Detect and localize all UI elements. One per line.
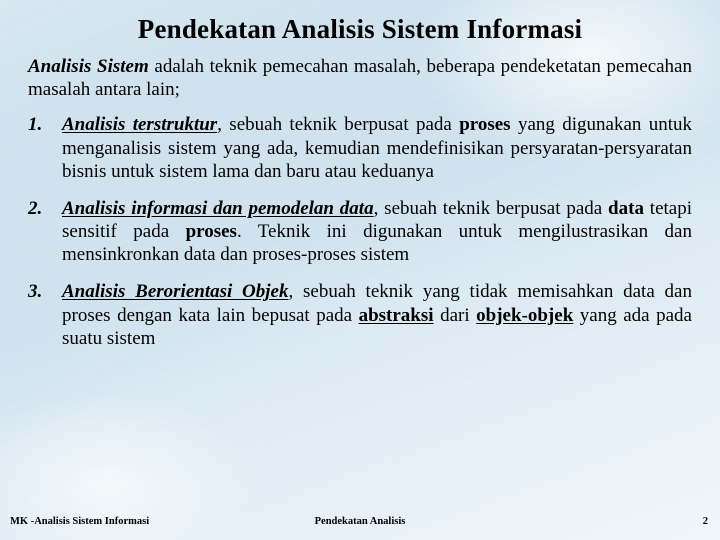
item-head: Analisis informasi dan pemodelan data (62, 198, 374, 219)
item-bold-underline: objek-objek (476, 305, 573, 326)
page-title: Pendekatan Analisis Sistem Informasi (28, 14, 692, 45)
footer-center: Pendekatan Analisis (0, 516, 720, 527)
list-item: 2. Analisis informasi dan pemodelan data… (28, 197, 692, 267)
footer: MK -Analisis Sistem Informasi Pendekatan… (0, 516, 720, 532)
item-number: 2. (28, 197, 42, 220)
item-head: Analisis Berorientasi Objek (62, 281, 288, 302)
item-head: Analisis terstruktur (62, 114, 217, 135)
intro-paragraph: Analisis Sistem adalah teknik pemecahan … (28, 55, 692, 101)
item-bold: proses (459, 114, 510, 135)
slide: Pendekatan Analisis Sistem Informasi Ana… (0, 0, 720, 540)
item-text: , sebuah teknik berpusat pada (217, 114, 459, 135)
item-number: 1. (28, 113, 42, 136)
footer-right: 2 (703, 516, 708, 527)
item-bold: data (608, 198, 644, 219)
intro-lead: Analisis Sistem (28, 56, 149, 77)
item-bold-underline: abstraksi (359, 305, 434, 326)
items-list: 1. Analisis terstruktur, sebuah teknik b… (28, 113, 692, 350)
item-number: 3. (28, 280, 42, 303)
list-item: 1. Analisis terstruktur, sebuah teknik b… (28, 113, 692, 183)
list-item: 3. Analisis Berorientasi Objek, sebuah t… (28, 280, 692, 350)
item-bold: proses (186, 221, 237, 242)
item-text: , sebuah teknik berpusat pada (374, 198, 608, 219)
item-text: dari (434, 305, 477, 326)
